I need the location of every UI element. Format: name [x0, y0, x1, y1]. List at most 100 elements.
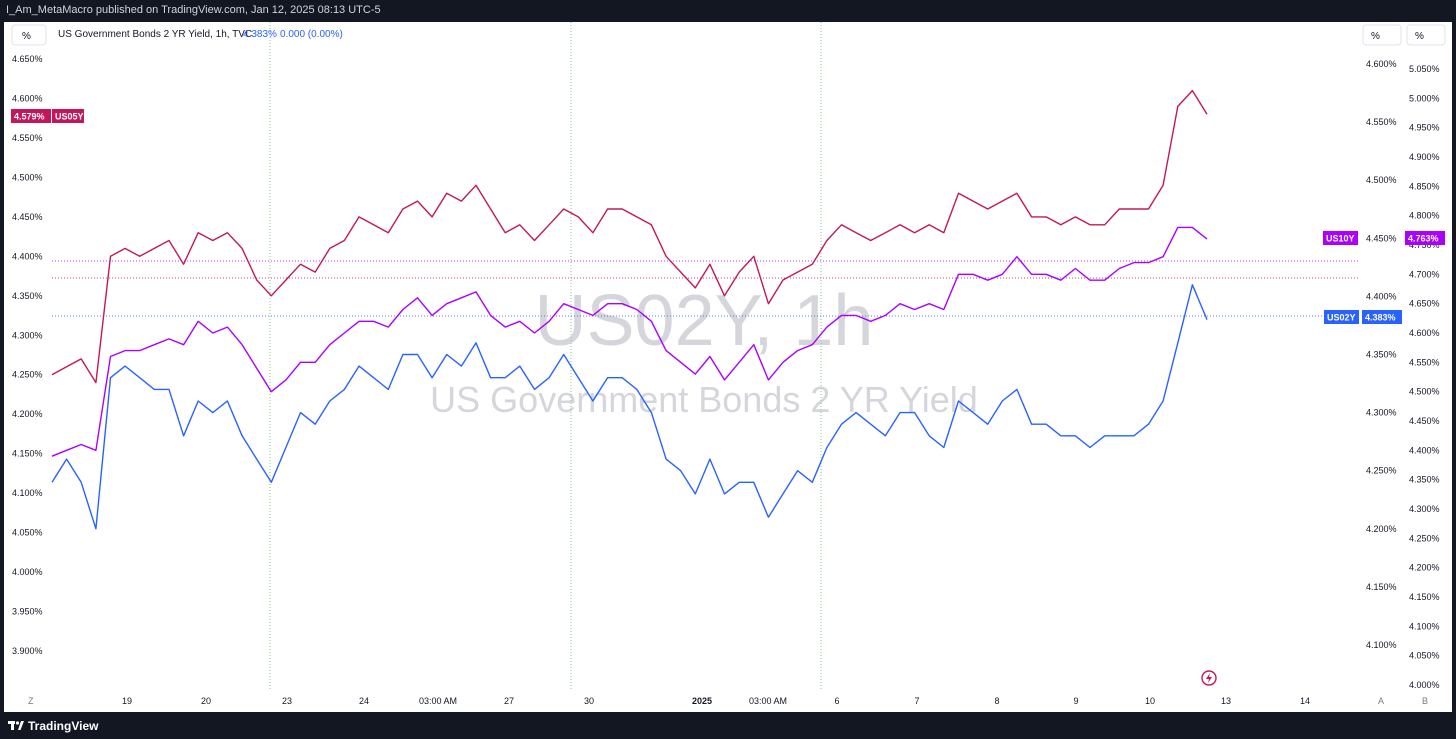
left-axis-tick: 4.300% — [12, 330, 43, 340]
badge-us05y-name-text: US05Y — [55, 112, 84, 122]
left-axis-tick: 4.100% — [12, 488, 43, 498]
session-separators — [269, 22, 822, 690]
left-axis-tick: 4.400% — [12, 251, 43, 261]
right-axis-1-tick: 4.550% — [1366, 117, 1397, 127]
watermark-symbol: US02Y, 1h — [535, 281, 874, 361]
time-axis-label: 03:00 AM — [419, 696, 457, 706]
legend-change: 0.000 (0.00%) — [280, 29, 343, 40]
right-axis-2-tick: 4.100% — [1409, 621, 1440, 631]
time-axis-label: 6 — [834, 696, 839, 706]
badge-us10y-name-bg — [1323, 231, 1358, 245]
time-axis-label: 23 — [282, 696, 292, 706]
right-price-axis-2[interactable]: 5.050%5.000%4.950%4.900%4.850%4.800%4.75… — [1409, 64, 1440, 690]
chart-svg[interactable]: US02Y, 1h US Government Bonds 2 YR Yield… — [4, 22, 1452, 712]
b-scale-label[interactable]: B — [1422, 696, 1428, 706]
right-axis-1-tick: 4.600% — [1366, 59, 1397, 69]
left-axis-tick: 3.950% — [12, 607, 43, 617]
scale-toggle-button[interactable] — [11, 24, 47, 46]
footer-bar: TradingView — [0, 712, 1456, 739]
badge-us02y-value-bg — [1362, 310, 1402, 324]
right-axis-1-tick: 4.150% — [1366, 582, 1397, 592]
right-scale-button-1-label: % — [1371, 31, 1380, 42]
right-axis-2-tick: 4.700% — [1409, 269, 1440, 279]
time-axis-label: 13 — [1221, 696, 1231, 706]
right-axis-2-tick: 4.000% — [1409, 680, 1440, 690]
right-axis-2-tick: 4.400% — [1409, 445, 1440, 455]
right-scale-button-1[interactable] — [1362, 24, 1402, 46]
price-badges: 4.579% US05Y US10Y 4.763% US02Y 4.383% — [11, 109, 1445, 324]
badge-us05y-value-bg — [11, 109, 51, 123]
right-axis-2-tick: 4.950% — [1409, 123, 1440, 133]
time-axis-label: 24 — [359, 696, 369, 706]
zoom-reset-label[interactable]: Z — [28, 696, 34, 706]
time-axis[interactable]: 19 20 23 24 03:00 AM 27 30 2025 03:00 AM 6 7 8 9 10 13… — [122, 696, 1310, 706]
chart-panel[interactable]: US02Y, 1h US Government Bonds 2 YR Yield… — [4, 22, 1452, 712]
badge-us10y-value-text: 4.763% — [1408, 234, 1439, 244]
left-axis-tick: 4.200% — [12, 409, 43, 419]
time-axis-label: 14 — [1300, 696, 1310, 706]
series-line-us10y — [51, 226, 1208, 457]
badge-us05y-name-bg — [52, 109, 84, 123]
time-axis-label: 27 — [504, 696, 514, 706]
right-axis-2-tick: 4.900% — [1409, 152, 1440, 162]
right-axis-2-tick: 4.600% — [1409, 328, 1440, 338]
time-axis-label: 03:00 AM — [749, 696, 787, 706]
right-axis-1-tick: 4.400% — [1366, 291, 1397, 301]
time-axis-label: 19 — [122, 696, 132, 706]
right-price-axis-1[interactable]: 4.600% 4.550% 4.500% 4.450% 4.400% 4.350% 4.30… — [1366, 59, 1397, 650]
right-axis-1-tick: 4.100% — [1366, 640, 1397, 650]
publish-header: I_Am_MetaMacro published on TradingView.… — [0, 0, 1456, 22]
time-axis-label: 2025 — [692, 696, 712, 706]
badge-us02y-name-text: US02Y — [1327, 313, 1356, 323]
right-axis-2-tick: 4.550% — [1409, 357, 1440, 367]
right-axis-2-tick: 4.300% — [1409, 504, 1440, 514]
published-text: I_Am_MetaMacro published on TradingView.… — [6, 4, 381, 16]
lightning-icon[interactable] — [1201, 670, 1217, 686]
right-axis-2-tick: 4.200% — [1409, 563, 1440, 573]
time-axis-label: 30 — [584, 696, 594, 706]
right-axis-1-tick: 4.300% — [1366, 408, 1397, 418]
right-axis-2-tick: 4.850% — [1409, 181, 1440, 191]
right-axis-2-tick: 5.050% — [1409, 64, 1440, 74]
badge-us02y-value-text: 4.383% — [1365, 313, 1396, 323]
left-axis-tick: 4.550% — [12, 133, 43, 143]
left-axis-tick: 4.350% — [12, 291, 43, 301]
right-axis-1-tick: 4.250% — [1366, 466, 1397, 476]
left-axis-tick: 4.600% — [12, 93, 43, 103]
badge-us10y-name-text: US10Y — [1326, 234, 1355, 244]
badge-us10y-value-bg — [1405, 231, 1445, 245]
left-axis-tick: 4.250% — [12, 370, 43, 380]
time-axis-label: 7 — [914, 696, 919, 706]
watermark-description: US Government Bonds 2 YR Yield — [430, 379, 978, 420]
legend-price: 4.383% — [243, 29, 277, 40]
left-axis-tick: 4.450% — [12, 212, 43, 222]
right-axis-1-tick: 4.200% — [1366, 524, 1397, 534]
auto-scale-label[interactable]: A — [1378, 696, 1384, 706]
left-price-axis[interactable]: 4.650% 4.600% 4.550% 4.500% 4.450% 4.400% 4.35… — [12, 54, 43, 656]
scale-toggle-label: % — [22, 31, 31, 42]
series-lines — [51, 89, 1208, 530]
left-axis-tick: 4.000% — [12, 567, 43, 577]
left-axis-tick: 4.500% — [12, 172, 43, 182]
footer-brand: TradingView — [28, 719, 99, 733]
right-axis-2-tick: 4.050% — [1409, 651, 1440, 661]
series-line-us02y — [51, 284, 1208, 530]
right-axis-2-tick: 4.650% — [1409, 299, 1440, 309]
legend-symbol: US Government Bonds 2 YR Yield, 1h, TVC — [58, 29, 252, 40]
right-scale-button-2-label: % — [1415, 31, 1424, 42]
time-axis-label: 9 — [1073, 696, 1078, 706]
reference-lines — [52, 260, 1359, 317]
series-line-us05y — [51, 89, 1208, 384]
right-scale-button-2[interactable] — [1406, 24, 1446, 46]
badge-us05y-value-text: 4.579% — [14, 112, 45, 122]
right-axis-2-tick: 4.450% — [1409, 416, 1440, 426]
right-axis-2-tick: 4.150% — [1409, 592, 1440, 602]
time-axis-label: 8 — [994, 696, 999, 706]
left-axis-tick: 3.900% — [12, 646, 43, 656]
tradingview-logo-icon — [8, 721, 24, 730]
right-axis-2-tick: 5.000% — [1409, 93, 1440, 103]
left-axis-tick: 4.650% — [12, 54, 43, 64]
right-axis-1-tick: 4.450% — [1366, 233, 1397, 243]
right-axis-1-tick: 4.350% — [1366, 350, 1397, 360]
left-axis-tick: 4.150% — [12, 449, 43, 459]
